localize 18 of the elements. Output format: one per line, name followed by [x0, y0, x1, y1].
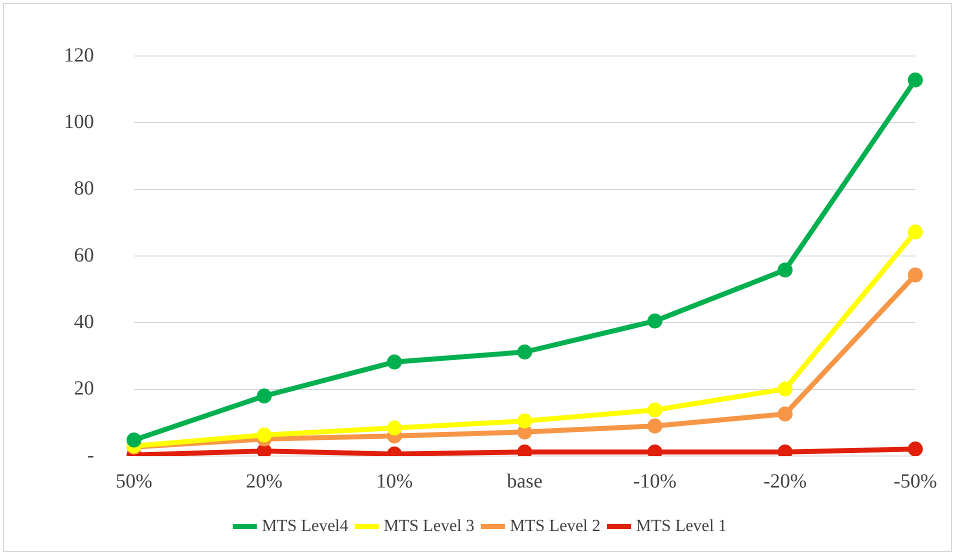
y-tick-label: 120: [64, 44, 94, 66]
legend-label: MTS Level 2: [510, 516, 601, 535]
x-tick-label: 10%: [376, 470, 413, 492]
x-tick-label: -10%: [633, 470, 677, 492]
legend-label: MTS Level4: [262, 516, 349, 535]
y-tick-label: 40: [74, 310, 94, 333]
legend-label: MTS Level 3: [384, 516, 474, 535]
x-tick-label: 20%: [246, 470, 283, 492]
x-tick-label: 50%: [116, 470, 152, 492]
y-tick-label: 20: [74, 378, 94, 400]
legend-label: MTS Level 1: [636, 516, 727, 535]
y-tick-label: 80: [74, 178, 94, 200]
y-tick-label: 100: [64, 110, 94, 133]
x-tick-label: base: [506, 470, 543, 492]
y-tick-label: 60: [74, 244, 94, 266]
x-tick-label: -20%: [763, 470, 807, 492]
x-tick-label: -50%: [894, 470, 938, 492]
y-tick-label: -: [87, 444, 94, 466]
